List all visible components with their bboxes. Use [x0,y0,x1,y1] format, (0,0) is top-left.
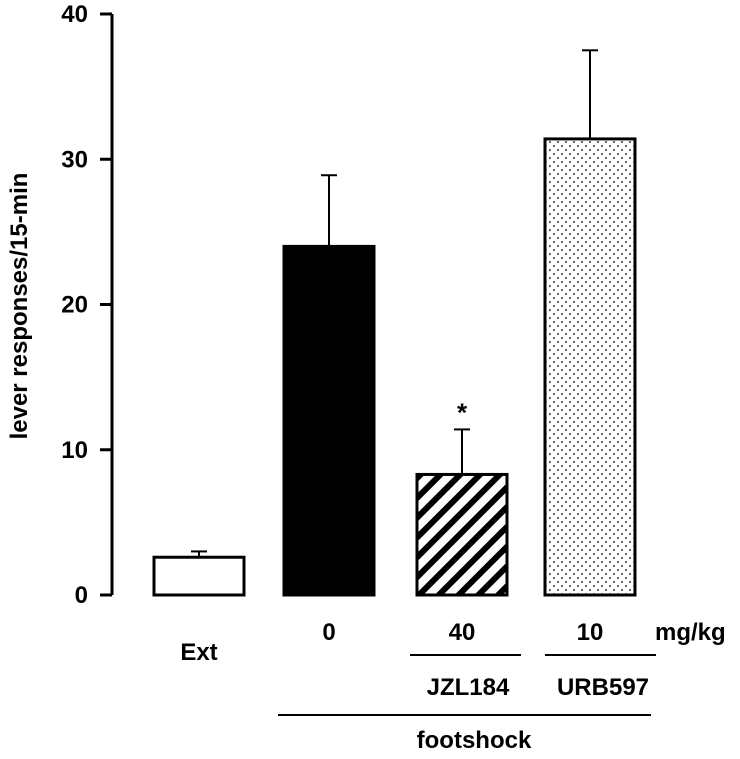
category-labels: Ext 0 40 10 [180,619,603,666]
y-tick-label: 0 [75,582,88,609]
category-label: 0 [322,619,335,646]
group-label-footshock: footshock [417,727,532,754]
y-tick-label: 30 [61,146,88,173]
y-axis: 0 10 20 30 40 [61,1,114,609]
unit-label: mg/kg [655,619,726,646]
bars: * [152,49,637,597]
bar-2 [415,472,509,597]
category-label: 10 [577,619,604,646]
y-axis-label: lever responses/15-min [6,173,33,440]
y-tick-label: 40 [61,1,88,28]
bar-3 [543,137,637,597]
drug-label-jzl184: JZL184 [427,674,510,701]
drug-label-urb597: URB597 [557,674,649,701]
bar-1 [282,244,376,597]
category-label: Ext [180,639,217,666]
significance-marker: * [457,397,468,427]
y-tick-label: 20 [61,292,88,319]
y-tick-label: 10 [61,437,88,464]
bar-0 [152,555,246,597]
category-label: 40 [449,619,476,646]
